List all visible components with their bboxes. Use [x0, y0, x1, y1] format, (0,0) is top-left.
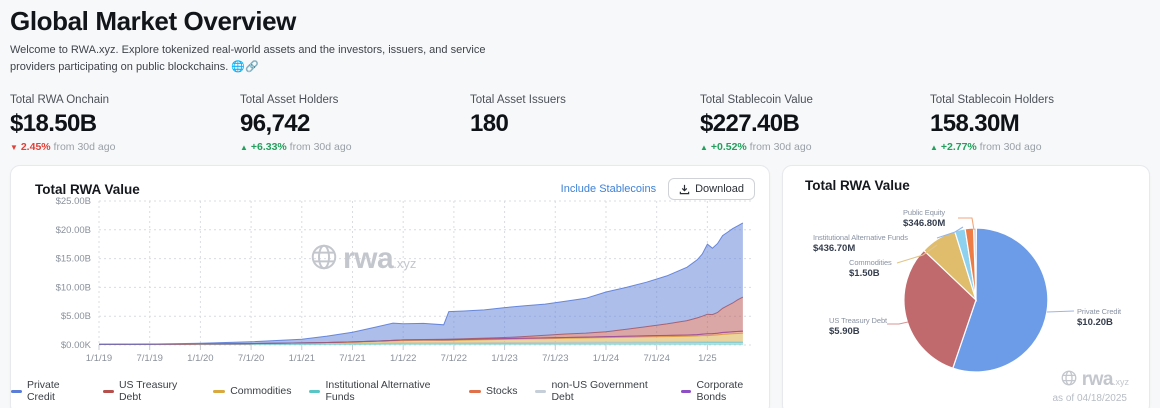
- delta-up-arrow-icon: ▲: [240, 143, 248, 153]
- download-icon: [679, 184, 690, 195]
- svg-text:1/1/23: 1/1/23: [491, 353, 517, 364]
- stat-delta: ▲ +2.77% from 30d ago: [930, 141, 1042, 154]
- legend-item[interactable]: Stocks: [468, 379, 517, 403]
- stat-delta: ▲ +6.33% from 30d ago: [240, 141, 352, 154]
- rwa-watermark: rwa .xyz: [309, 242, 416, 277]
- total-rwa-value-pie-card: Total RWA Value Public Equity $346.80M I…: [782, 165, 1150, 408]
- svg-text:$25.00B: $25.00B: [56, 196, 91, 207]
- svg-text:1/1/22: 1/1/22: [390, 353, 416, 364]
- svg-text:1/25: 1/25: [698, 353, 717, 364]
- pie-label-commodities: Commodities $1.50B: [849, 258, 892, 280]
- legend-item[interactable]: US Treasury Debt: [102, 379, 195, 403]
- svg-text:1/1/20: 1/1/20: [187, 353, 213, 364]
- download-button[interactable]: Download: [668, 178, 755, 201]
- delta-up-arrow-icon: ▲: [930, 143, 938, 153]
- stat-label: Total Asset Holders: [240, 94, 339, 107]
- stat-delta: ▲ +0.52% from 30d ago: [700, 141, 812, 154]
- legend-item[interactable]: Commodities: [213, 379, 291, 403]
- total-rwa-value-area-card: Total RWA Value Include Stablecoins Down…: [10, 165, 770, 408]
- svg-text:7/1/20: 7/1/20: [238, 353, 264, 364]
- stat-card: Total Asset Issuers 180: [470, 94, 700, 153]
- svg-text:$15.00B: $15.00B: [56, 254, 91, 265]
- charts-row: Total RWA Value Include Stablecoins Down…: [0, 165, 1160, 408]
- delta-up-arrow-icon: ▲: [700, 143, 708, 153]
- pie-chart[interactable]: [783, 166, 1150, 408]
- page-header: Global Market Overview Welcome to RWA.xy…: [0, 0, 1160, 76]
- svg-text:7/1/23: 7/1/23: [542, 353, 568, 364]
- delta-down-arrow-icon: ▼: [10, 143, 18, 153]
- stat-label: Total Stablecoin Holders: [930, 94, 1055, 107]
- area-card-title: Total RWA Value: [35, 181, 140, 197]
- as-of-date: as of 04/18/2025: [1052, 393, 1127, 405]
- stat-value: $18.50B: [10, 110, 97, 138]
- legend-swatch: [680, 389, 692, 393]
- legend-item[interactable]: non-US Government Debt: [535, 379, 662, 403]
- stat-card: Total RWA Onchain $18.50B ▼ 2.45% from 30d…: [10, 94, 240, 153]
- stat-value: $227.40B: [700, 110, 800, 138]
- svg-text:1/1/21: 1/1/21: [289, 353, 315, 364]
- pie-label-institutional-alternative-funds: Institutional Alternative Funds $436.70M: [813, 233, 908, 255]
- rwa-watermark-small: rwa .xyz: [1060, 369, 1129, 392]
- svg-text:7/1/24: 7/1/24: [643, 353, 669, 364]
- svg-text:$5.00B: $5.00B: [61, 311, 91, 322]
- legend-item[interactable]: Private Credit: [11, 379, 85, 403]
- legend-swatch: [102, 389, 114, 393]
- stat-card: Total Stablecoin Value $227.40B ▲ +0.52% f…: [700, 94, 930, 153]
- legend-swatch: [11, 389, 22, 393]
- stat-card: Total Stablecoin Holders 158.30M ▲ +2.77% …: [930, 94, 1160, 153]
- svg-text:7/1/19: 7/1/19: [136, 353, 162, 364]
- legend-swatch: [309, 389, 321, 393]
- stat-value: 180: [470, 110, 509, 138]
- stats-row: Total RWA Onchain $18.50B ▼ 2.45% from 30d…: [0, 80, 1160, 153]
- legend-swatch: [213, 389, 226, 393]
- svg-text:7/1/21: 7/1/21: [339, 353, 365, 364]
- stat-label: Total RWA Onchain: [10, 94, 110, 107]
- stat-delta: ▼ 2.45% from 30d ago: [10, 141, 116, 154]
- globe-icon: [309, 242, 339, 277]
- stat-card: Total Asset Holders 96,742 ▲ +6.33% from 3…: [240, 94, 470, 153]
- pie-label-private-credit: Private Credit $10.20B: [1077, 307, 1122, 329]
- pie-card-title: Total RWA Value: [805, 178, 910, 194]
- page-subtitle: Welcome to RWA.xyz. Explore tokenized re…: [10, 44, 486, 74]
- svg-text:$20.00B: $20.00B: [56, 225, 91, 236]
- legend-swatch: [535, 389, 547, 393]
- svg-text:7/1/22: 7/1/22: [441, 353, 467, 364]
- stat-value: 158.30M: [930, 110, 1020, 138]
- svg-text:1/1/24: 1/1/24: [593, 353, 619, 364]
- page-title: Global Market Overview: [10, 6, 296, 36]
- include-stablecoins-link[interactable]: Include Stablecoins: [560, 183, 657, 196]
- stat-value: 96,742: [240, 110, 310, 138]
- legend-swatch: [468, 389, 481, 393]
- area-chart-legend: Private Credit US Treasury Debt Commoditie…: [11, 379, 769, 403]
- svg-text:$0.00K: $0.00K: [61, 340, 92, 351]
- stat-label: Total Asset Issuers: [470, 94, 566, 107]
- area-card-header: Total RWA Value Include Stablecoins Down…: [11, 166, 769, 201]
- stat-label: Total Stablecoin Value: [700, 94, 813, 107]
- pie-label-us-treasury-debt: US Treasury Debt $5.90B: [829, 316, 888, 338]
- svg-text:1/1/19: 1/1/19: [86, 353, 112, 364]
- legend-item[interactable]: Institutional Alternative Funds: [309, 379, 451, 403]
- download-button-label: Download: [695, 183, 744, 196]
- globe-icon: [1060, 369, 1078, 392]
- svg-text:$10.00B: $10.00B: [56, 282, 91, 293]
- legend-item[interactable]: Corporate Bonds: [680, 379, 769, 403]
- stacked-area-chart[interactable]: $25.00B $20.00B $15.00B $10.00B $5.00B $0.00K…: [11, 196, 769, 376]
- pie-label-public-equity: Public Equity $346.80M: [903, 208, 946, 230]
